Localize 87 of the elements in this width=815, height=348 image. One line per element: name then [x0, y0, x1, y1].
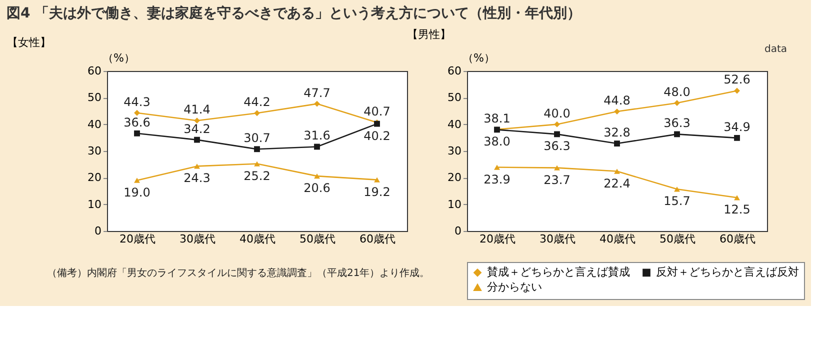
data-label: 34.9	[724, 120, 750, 134]
data-label: 20.6	[304, 181, 330, 196]
data-label: 47.7	[304, 86, 330, 100]
y-tick-label: 60	[448, 64, 462, 78]
point	[554, 131, 560, 138]
y-tick-label: 0	[94, 224, 102, 238]
point	[134, 130, 140, 136]
y-tick-label: 30	[448, 144, 462, 158]
point	[314, 100, 320, 107]
data-label: 44.3	[124, 94, 150, 109]
point	[554, 121, 560, 128]
text: data	[764, 44, 787, 55]
x-tick-label: 60歳代	[720, 232, 756, 246]
x-tick-label: 60歳代	[360, 232, 396, 246]
y-axis-title: （%）	[102, 52, 135, 64]
data-label: 40.7	[364, 104, 390, 118]
y-tick-label: 50	[88, 91, 102, 104]
y-tick-label: 10	[448, 198, 462, 211]
data-label: 44.8	[604, 94, 630, 108]
y-tick-label: 20	[88, 171, 102, 184]
point	[614, 168, 620, 174]
x-tick-label: 40歳代	[240, 232, 276, 246]
point	[734, 134, 740, 141]
data-label: 22.4	[604, 176, 630, 190]
y-tick-label: 40	[88, 118, 102, 131]
data-label: 24.3	[184, 171, 210, 186]
data-label: 25.2	[244, 168, 270, 183]
point	[134, 178, 140, 183]
point	[374, 177, 380, 182]
data-label: 32.8	[604, 126, 630, 140]
x-tick-label: 30歳代	[180, 232, 216, 246]
point	[254, 161, 260, 166]
data-label: 36.3	[544, 139, 570, 154]
data-label: 36.3	[664, 116, 690, 130]
data-label: 23.7	[544, 172, 570, 187]
x-tick-label: 30歳代	[540, 232, 576, 246]
point	[314, 174, 320, 179]
point	[734, 88, 740, 94]
point	[314, 144, 320, 150]
y-tick-label: 30	[88, 144, 102, 158]
data-label: 19.0	[124, 185, 150, 200]
chart-subtitle: 【女性】	[7, 36, 51, 49]
x-tick-label: 40歳代	[600, 232, 636, 246]
y-tick-label: 10	[88, 198, 102, 211]
text: （備考）内閣府「男女のライフスタイルに関する意識調査」（平成21年）より作成。	[47, 267, 430, 279]
data-label: 40.2	[364, 128, 390, 143]
chart-title: 図4 「夫は外で働き、妻は家庭を守るべきである」という考え方について（性別・年代別）	[6, 4, 582, 22]
data-label: 34.2	[184, 122, 210, 136]
data-label: 48.0	[664, 85, 690, 99]
point	[254, 146, 260, 152]
data-label: 31.6	[304, 128, 330, 143]
data-label: 30.7	[244, 131, 270, 146]
y-tick-label: 40	[448, 118, 462, 131]
x-tick-label: 20歳代	[120, 232, 156, 246]
y-axis-title: （%）	[462, 52, 495, 64]
point	[194, 118, 200, 124]
y-tick-label: 20	[448, 171, 462, 184]
data-label: 44.2	[244, 95, 270, 110]
y-tick-label: 60	[88, 64, 102, 78]
legend-label: 反対＋どちらかと言えば反対	[656, 266, 799, 279]
data-label: 15.7	[664, 194, 690, 208]
legend-label: 分からない	[487, 280, 542, 294]
point	[134, 110, 140, 116]
point	[494, 164, 500, 170]
x-tick-label: 20歳代	[480, 232, 516, 246]
data-label: 40.0	[544, 106, 570, 120]
data-label: 38.1	[484, 111, 510, 126]
data-label: 38.0	[484, 134, 510, 149]
data-label: 36.6	[124, 115, 150, 130]
data-label: 19.2	[364, 184, 390, 199]
point	[554, 165, 560, 170]
point	[254, 110, 260, 116]
point	[674, 131, 680, 138]
data-label: 23.9	[484, 172, 510, 186]
chart-subtitle: 【男性】	[407, 28, 452, 41]
data-label: 41.4	[184, 102, 210, 117]
y-tick-label: 50	[448, 91, 462, 104]
x-tick-label: 50歳代	[300, 232, 336, 246]
point	[614, 140, 620, 146]
point	[194, 136, 200, 143]
x-tick-label: 50歳代	[660, 232, 696, 246]
y-tick-label: 0	[454, 224, 462, 238]
data-label: 52.6	[724, 72, 750, 87]
point	[194, 164, 200, 169]
point	[674, 186, 680, 192]
legend-label: 賛成＋どちらかと言えば賛成	[487, 266, 630, 279]
data-label: 12.5	[724, 202, 750, 217]
